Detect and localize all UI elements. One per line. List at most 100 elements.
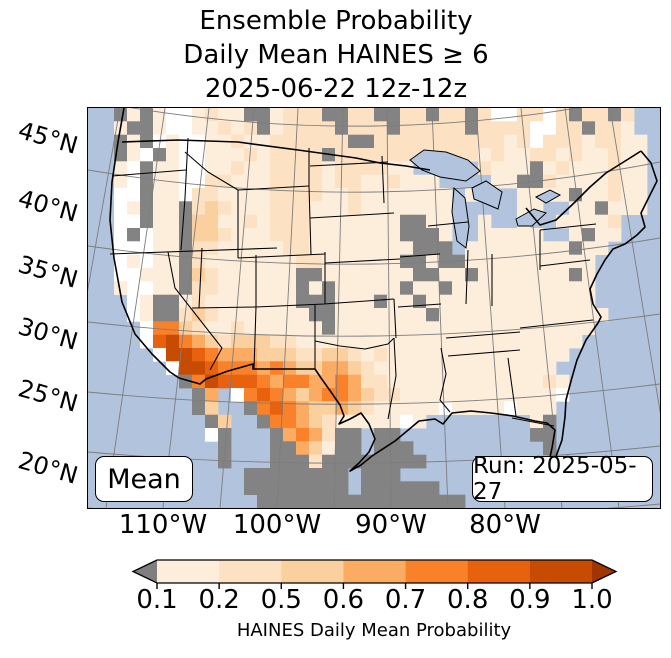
prob-cell [452,281,466,295]
prob-cell [192,334,206,349]
prob-cell [296,161,310,175]
prob-cell [426,214,440,229]
prob-cell [517,268,531,282]
prob-cell [114,228,128,242]
prob-cell [361,494,375,508]
prob-cell [556,188,570,202]
prob-cell [543,134,557,149]
prob-cell [270,321,284,335]
prob-cell [569,281,583,295]
prob-cell [348,121,362,135]
prob-cell [400,414,414,429]
prob-cell [465,374,479,389]
prob-cell [348,201,362,215]
graticule-parallel [88,161,660,193]
colorbar-over-arrow [592,560,616,583]
prob-cell [166,201,180,215]
prob-cell [335,441,349,455]
prob-cell [257,401,271,415]
prob-cell [270,214,284,229]
prob-cell [400,348,414,362]
prob-cell [439,241,453,255]
prob-cell [309,388,323,402]
prob-cell [218,161,232,175]
prob-cell [309,481,323,495]
lake [534,189,562,204]
prob-cell [608,201,622,215]
prob-cell [296,268,310,282]
prob-cell [296,201,310,215]
prob-cell [582,161,596,175]
prob-cell [335,481,349,495]
prob-cell [361,361,375,375]
prob-cell [127,174,141,189]
state-border [511,417,555,427]
prob-cell [335,201,349,215]
prob-cell [348,161,362,175]
prob-cell [530,108,544,122]
prob-cell [361,401,375,415]
prob-cell [192,374,206,389]
prob-cell [387,148,401,162]
prob-cell [192,281,206,295]
graticule-meridian [333,108,344,508]
prob-cell [517,174,531,189]
prob-cell [543,401,557,415]
prob-cell [374,254,388,269]
prob-cell [296,374,310,389]
prob-cell [153,241,167,255]
prob-cell [179,121,193,135]
prob-cell [543,388,557,402]
prob-cell [400,441,414,455]
prob-cell [205,121,219,135]
y-axis-tick-label: 45°N [15,116,81,160]
prob-cell [504,374,518,389]
prob-cell [361,108,375,122]
prob-cell [491,361,505,375]
prob-cell [322,414,336,429]
prob-cell [283,281,297,295]
prob-cell [582,254,596,269]
graticule-meridian [475,108,506,508]
prob-cell [309,108,323,122]
prob-cell [335,374,349,389]
prob-cell [452,321,466,335]
lake [515,208,547,227]
prob-cell [543,241,557,255]
prob-cell [166,121,180,135]
prob-cell [452,334,466,349]
prob-cell [283,401,297,415]
x-axis-tick-label: 100°W [232,510,322,540]
colorbar [131,559,618,589]
prob-cell [192,348,206,362]
prob-cell [140,161,154,175]
prob-cell [491,334,505,349]
prob-cell [374,454,388,469]
prob-cell [166,321,180,335]
prob-cell [582,108,596,122]
prob-cell [608,228,622,242]
prob-cell [309,441,323,455]
prob-cell [270,388,284,402]
colorbar-segment [157,560,220,583]
prob-cell [335,268,349,282]
graticule-meridian [276,108,299,508]
prob-cell [270,348,284,362]
prob-cell [283,361,297,375]
prob-cell [166,294,180,309]
prob-cell [582,201,596,215]
prob-cell [244,108,258,122]
prob-cell [244,281,258,295]
prob-cell [413,108,427,122]
prob-cell [114,188,128,202]
prob-cell [179,228,193,242]
prob-cell [465,321,479,335]
prob-cell [166,148,180,162]
prob-cell [452,361,466,375]
prob-cell [283,348,297,362]
prob-cell [387,348,401,362]
prob-cell [192,108,206,122]
prob-cell [283,161,297,175]
prob-cell [374,321,388,335]
prob-cell [153,121,167,135]
